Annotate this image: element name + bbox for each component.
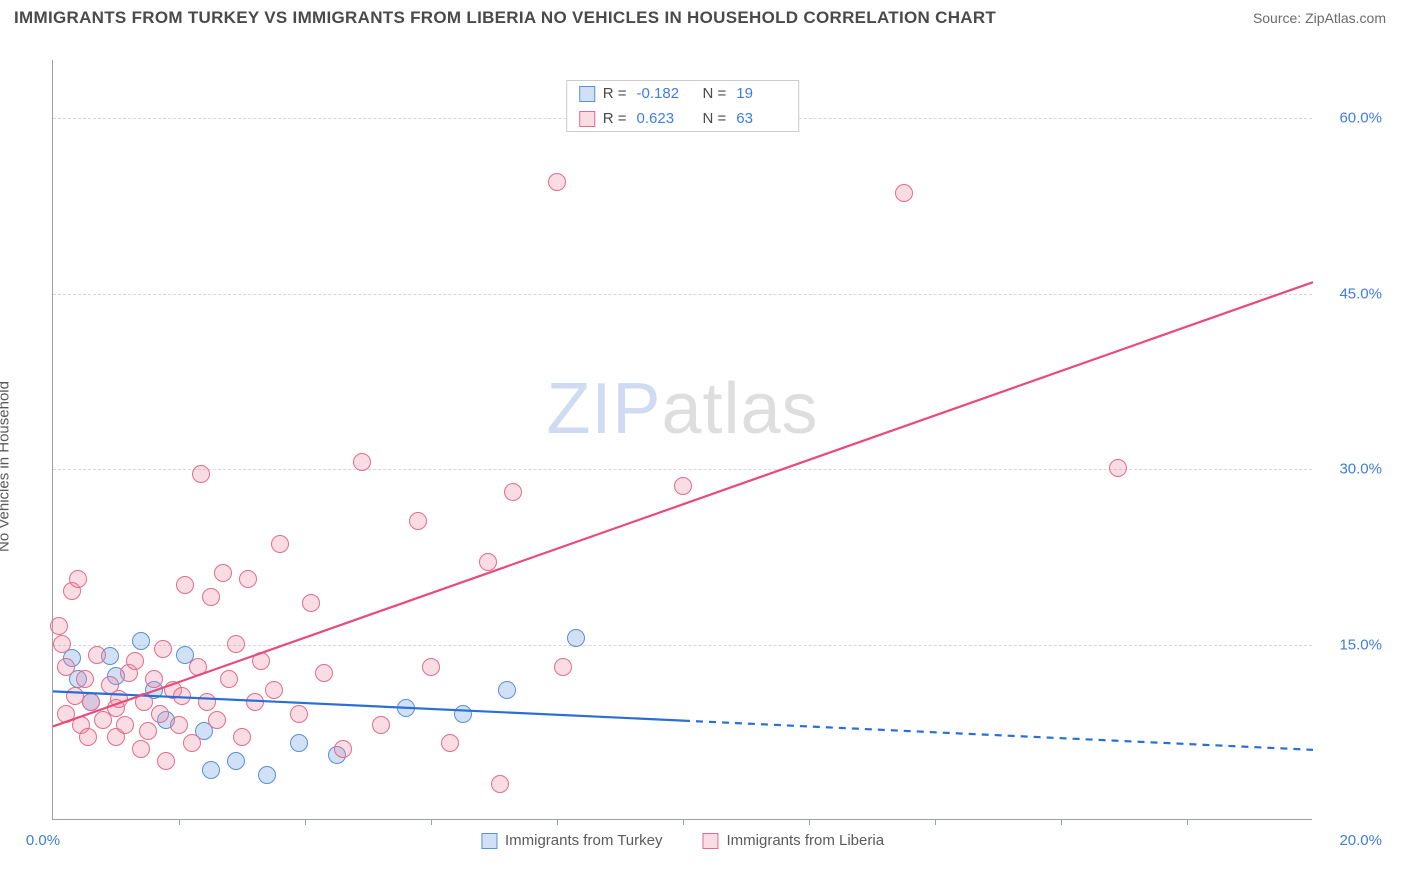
trend-line	[53, 691, 683, 720]
x-tick	[1061, 819, 1062, 825]
plot-area: ZIPatlas R =-0.182N =19R =0.623N =63 Imm…	[52, 60, 1312, 820]
legend-series-item: Immigrants from Turkey	[481, 832, 663, 849]
legend-swatch	[579, 86, 595, 102]
legend-series-item: Immigrants from Liberia	[702, 832, 884, 849]
x-tick	[809, 819, 810, 825]
x-tick	[1187, 819, 1188, 825]
legend-swatch	[702, 833, 718, 849]
y-axis-label: No Vehicles in Household	[0, 381, 13, 552]
x-tick-label: 0.0%	[26, 832, 60, 849]
legend-n-label: N =	[703, 110, 727, 127]
legend-row: R = 0.623 N = 63	[567, 106, 799, 131]
legend-n-value: 19	[736, 85, 786, 102]
x-tick-label: 20.0%	[1339, 832, 1382, 849]
title-row: IMMIGRANTS FROM TURKEY VS IMMIGRANTS FRO…	[0, 0, 1406, 32]
legend-series-name: Immigrants from Turkey	[505, 832, 663, 849]
legend-series-name: Immigrants from Liberia	[726, 832, 884, 849]
source-label: Source: ZipAtlas.com	[1253, 10, 1386, 26]
legend-r-value: 0.623	[637, 110, 687, 127]
chart-title: IMMIGRANTS FROM TURKEY VS IMMIGRANTS FRO…	[14, 8, 996, 28]
x-tick	[431, 819, 432, 825]
legend-r-label: R =	[603, 110, 627, 127]
trend-line	[53, 282, 1313, 726]
y-tick-label: 30.0%	[1322, 461, 1382, 478]
y-tick-label: 45.0%	[1322, 285, 1382, 302]
legend-r-value: -0.182	[637, 85, 687, 102]
y-tick-label: 15.0%	[1322, 636, 1382, 653]
x-tick	[305, 819, 306, 825]
x-tick	[179, 819, 180, 825]
x-tick	[683, 819, 684, 825]
trend-lines	[53, 60, 1312, 819]
legend-swatch	[481, 833, 497, 849]
legend-r-label: R =	[603, 85, 627, 102]
chart-container: No Vehicles in Household ZIPatlas R =-0.…	[14, 38, 1392, 878]
legend-swatch	[579, 111, 595, 127]
legend-n-label: N =	[703, 85, 727, 102]
y-tick-label: 60.0%	[1322, 110, 1382, 127]
x-tick	[935, 819, 936, 825]
series-legend: Immigrants from Turkey Immigrants from Li…	[481, 832, 884, 849]
correlation-legend: R = -0.182 N = 19 R = 0.623 N = 63	[566, 80, 800, 132]
trend-line-dashed	[683, 721, 1313, 750]
x-tick	[557, 819, 558, 825]
legend-n-value: 63	[736, 110, 786, 127]
legend-row: R = -0.182 N = 19	[567, 81, 799, 106]
